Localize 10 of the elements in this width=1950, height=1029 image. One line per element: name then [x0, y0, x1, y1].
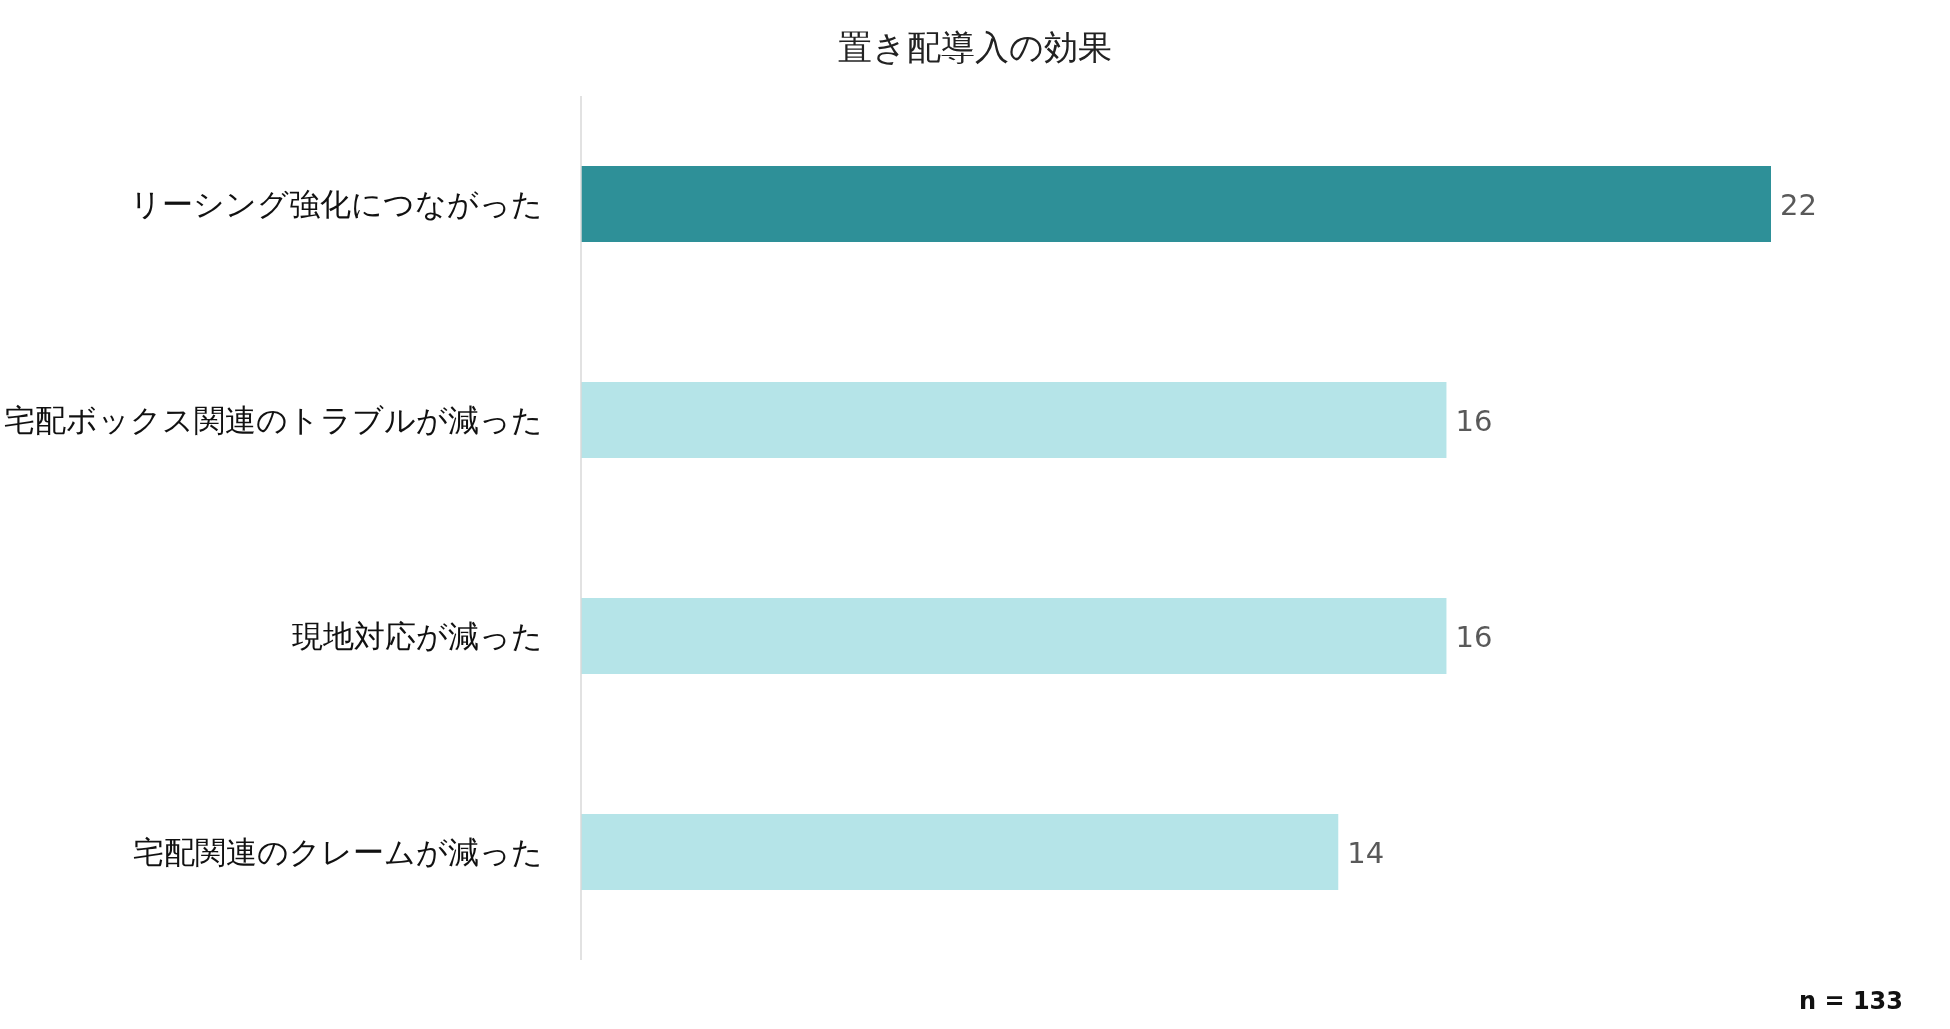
data-label: 16	[1455, 404, 1493, 438]
data-label: 16	[1455, 620, 1493, 654]
title: 置き配導入の効果	[838, 27, 1112, 67]
data-label: 14	[1347, 836, 1385, 870]
y-tick-label: リーシング強化につながった	[130, 186, 543, 222]
y-tick-label: 宅配関連のクレームが減った	[133, 834, 543, 870]
y-tick-label: 現地対応が減った	[292, 618, 543, 654]
y-tick-label: 宅配ボックス関連のトラブルが減った	[4, 402, 543, 438]
text: n = 133	[1798, 987, 1903, 1015]
data-label: 22	[1780, 188, 1817, 222]
